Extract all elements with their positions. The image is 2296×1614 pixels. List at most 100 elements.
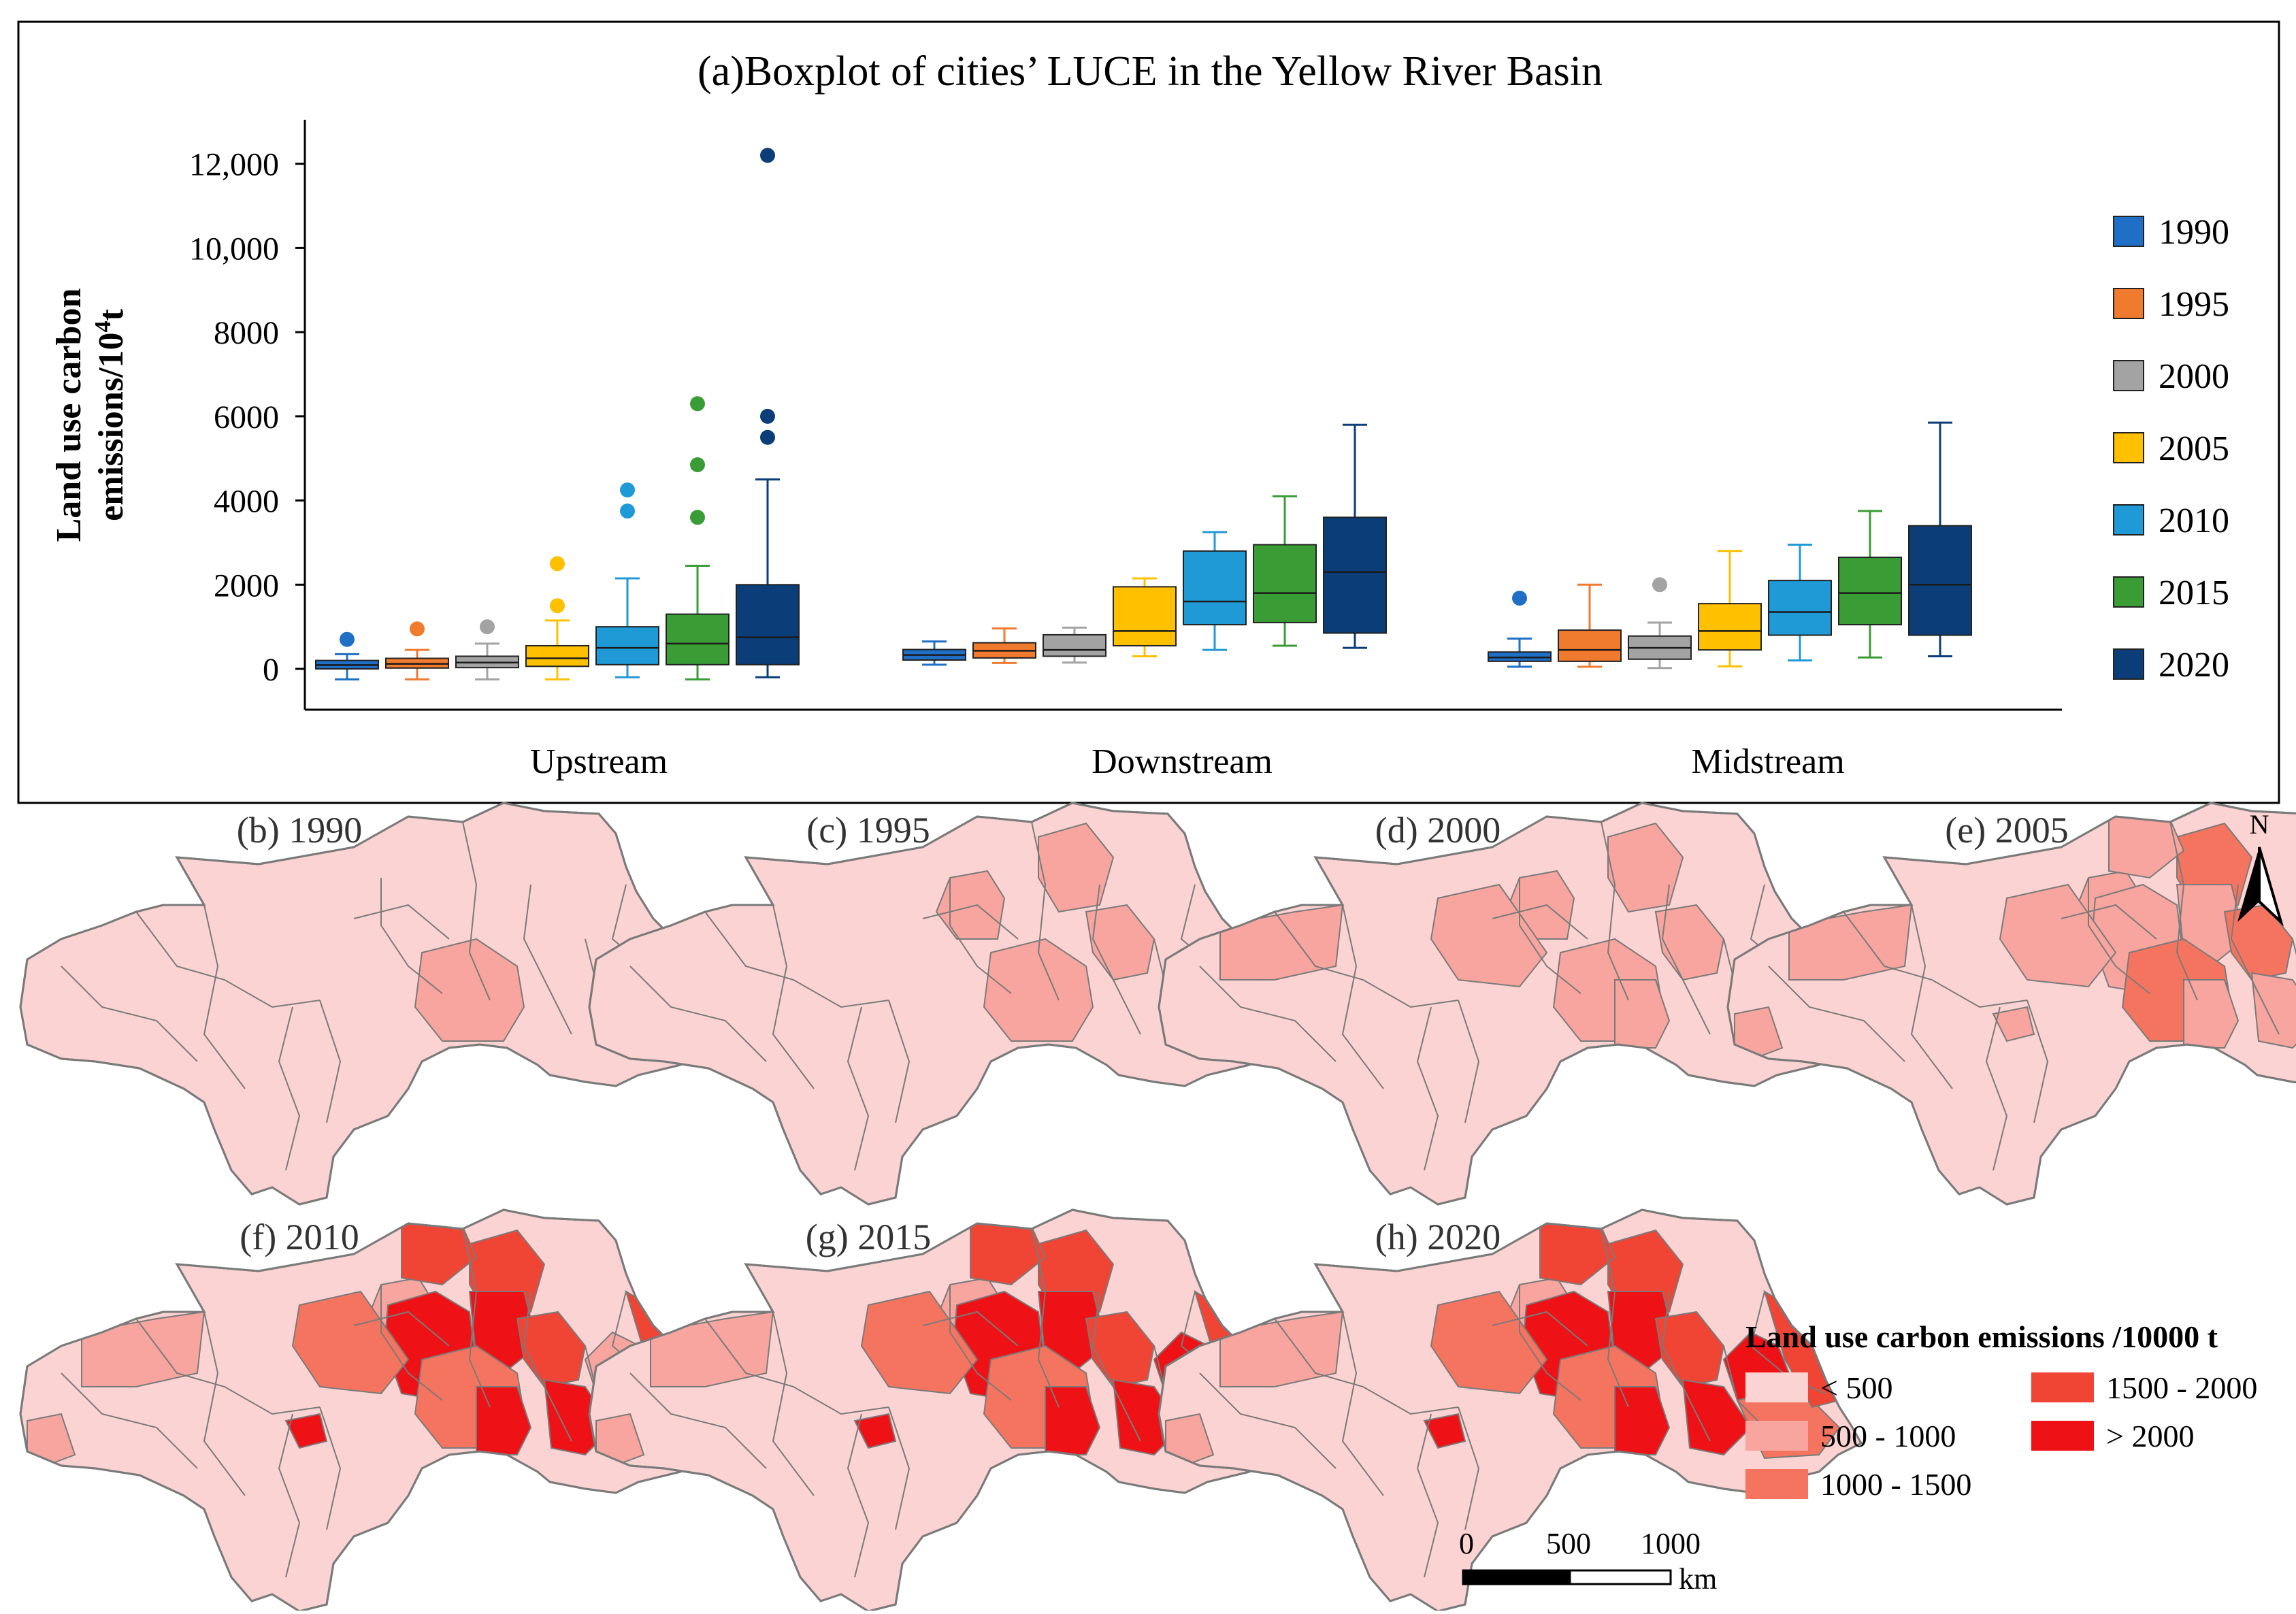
x-category-midstream: Midstream xyxy=(1691,742,1844,781)
map-region xyxy=(516,1311,587,1388)
panel-a-frame xyxy=(17,20,2280,804)
box-body xyxy=(1253,544,1317,623)
map-region xyxy=(2183,979,2240,1049)
map-region xyxy=(1607,822,1684,913)
map-boundary xyxy=(949,1285,1012,1401)
map-boundary xyxy=(1492,1311,1588,1347)
legend-swatch xyxy=(2113,432,2144,463)
map-legend-swatch xyxy=(1745,1372,1808,1402)
chart-title: (a)Boxplot of cities’ LUCE in the Yellow… xyxy=(698,48,1603,95)
map-legend-label: 1000 - 1500 xyxy=(1820,1467,1971,1502)
map-boundary xyxy=(1843,911,2028,1008)
map-legend-swatch xyxy=(1745,1469,1808,1499)
legend-item-2005: 2005 xyxy=(2113,429,2229,468)
box-1995-upstream xyxy=(385,621,449,680)
map-legend-item: > 2000 xyxy=(2031,1419,2194,1453)
legend-label: 2010 xyxy=(2159,501,2229,540)
box-2015-midstream xyxy=(1838,510,1902,659)
map-boundary xyxy=(1341,904,1384,1089)
y-tick-label: 8000 xyxy=(214,315,279,351)
scale-bar-tick-label: 0 xyxy=(1459,1527,1474,1560)
y-tick-label: 4000 xyxy=(214,484,279,520)
box-outlier xyxy=(550,598,565,614)
map-region xyxy=(1045,1386,1101,1455)
map-region xyxy=(1085,1311,1155,1388)
box-2000-upstream xyxy=(455,619,519,680)
map-boundary xyxy=(203,1311,246,1496)
map-region xyxy=(1430,1290,1548,1395)
box-body xyxy=(666,613,729,665)
map-panels: (b) 1990 (c) 1995 (d) 2000 (e) 2005 (f) 2010… xyxy=(19,802,2296,1613)
map-boundary xyxy=(1199,1372,1336,1469)
legend-item-2010: 2010 xyxy=(2113,501,2229,540)
map-region xyxy=(1430,883,1548,988)
y-tick-label: 12,000 xyxy=(189,147,279,183)
map-region xyxy=(476,1386,532,1455)
map-region xyxy=(1423,1413,1466,1449)
box-body xyxy=(1113,586,1177,646)
map-region xyxy=(1614,1386,1671,1455)
map-region xyxy=(860,1290,979,1395)
map-region xyxy=(1038,822,1115,913)
box-outlier xyxy=(690,510,705,525)
map-boundary xyxy=(772,1311,815,1496)
legend-item-1990: 1990 xyxy=(2113,213,2229,252)
legend-swatch xyxy=(2113,576,2144,608)
box-outlier xyxy=(760,429,775,445)
map-label: (b) 1990 xyxy=(237,810,362,851)
map-boundary xyxy=(523,1291,572,1442)
map-boundary xyxy=(772,904,815,1089)
box-2005-upstream xyxy=(525,556,589,680)
map-boundary xyxy=(203,904,246,1089)
map-boundary xyxy=(629,1372,767,1469)
box-body xyxy=(736,584,800,665)
box-outlier xyxy=(1512,591,1527,606)
map-boundary xyxy=(704,911,889,1008)
map-legend-label: 1500 - 2000 xyxy=(2106,1370,2257,1405)
box-body xyxy=(1908,525,1972,636)
map-boundary xyxy=(1199,966,1336,1062)
map-boundary xyxy=(278,1006,301,1171)
map-region xyxy=(291,1290,410,1395)
y-tick-label: 10,000 xyxy=(189,231,279,267)
map-boundary xyxy=(1985,1006,2008,1171)
map-legend-swatch xyxy=(2031,1372,2094,1402)
map-boundary xyxy=(319,1406,342,1530)
map-boundary xyxy=(523,884,572,1035)
map-boundary xyxy=(135,1318,321,1415)
map-boundary xyxy=(888,1000,911,1123)
map-boundary xyxy=(1092,884,1141,1035)
map-boundary xyxy=(1416,1006,1439,1171)
map-region xyxy=(1085,904,1155,981)
box-body xyxy=(525,644,589,668)
map-boundary xyxy=(1661,884,1711,1035)
map-boundary xyxy=(1458,1406,1480,1530)
map-label: (f) 2010 xyxy=(240,1217,359,1257)
map-boundary xyxy=(380,1285,443,1401)
x-category-upstream: Upstream xyxy=(530,742,668,781)
box-outlier xyxy=(1652,577,1667,593)
map-region xyxy=(983,938,1094,1042)
map-region xyxy=(1654,1311,1725,1388)
y-tick-label: 6000 xyxy=(214,399,279,435)
box-outlier xyxy=(480,619,495,635)
legend-item-1995: 1995 xyxy=(2113,285,2229,324)
box-body xyxy=(1838,557,1902,626)
map-boundary xyxy=(888,1406,911,1530)
map-boundary xyxy=(2230,884,2280,1035)
map-region xyxy=(2250,972,2296,1049)
box-1990-midstream xyxy=(1488,591,1552,668)
legend-item-2020: 2020 xyxy=(2113,646,2229,685)
box-1990-upstream xyxy=(315,631,379,680)
map-boundary xyxy=(1661,1291,1711,1442)
map-legend-item: < 500 xyxy=(1745,1370,1892,1405)
scale-bar-unit: km xyxy=(1679,1562,1717,1596)
scale-bar-tick-label: 500 xyxy=(1546,1527,1591,1560)
map-boundary xyxy=(1910,904,1953,1089)
map-boundary xyxy=(2169,821,2198,1001)
box-2020-downstream xyxy=(1323,423,1387,649)
box-body xyxy=(1183,550,1247,626)
box-body xyxy=(1043,633,1106,657)
map-label: (d) 2000 xyxy=(1375,810,1500,851)
map-boundary xyxy=(1519,1285,1581,1401)
